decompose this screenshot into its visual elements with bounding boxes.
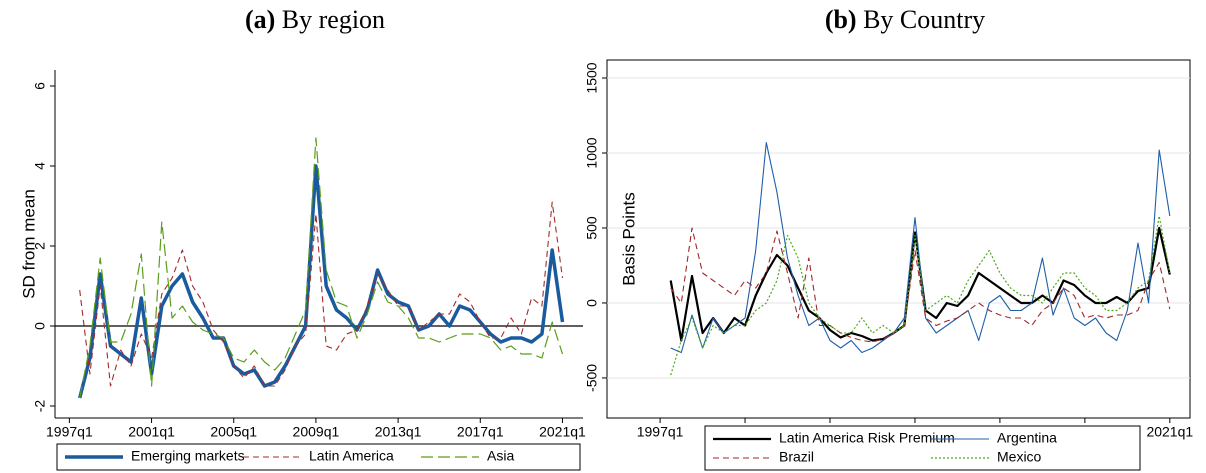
legend-box: [56, 443, 581, 471]
legend-label: Latin America: [309, 448, 394, 464]
y-tick-label: 1000: [584, 137, 600, 168]
x-tick-label: 2001q1: [128, 424, 175, 440]
y-tick-label: 1500: [584, 62, 600, 93]
x-tick-label: 2017q1: [457, 424, 504, 440]
panel-title: (b) By Country: [825, 5, 985, 34]
y-tick-label: 2: [32, 242, 48, 250]
panel-title-text: By region: [282, 5, 385, 34]
series-line: [670, 215, 1171, 376]
panel-label: (b): [825, 5, 857, 34]
series-line: [79, 137, 564, 399]
x-tick-label: 2013q1: [375, 424, 422, 440]
y-tick-label: -500: [584, 364, 600, 392]
panel-title: (a) By region: [245, 5, 385, 34]
legend-box: [704, 425, 1141, 471]
panel-label: (a): [245, 5, 275, 34]
x-tick-label: 2021q1: [539, 424, 586, 440]
legend-label: Emerging markets: [131, 448, 245, 464]
y-tick-label: -2: [32, 400, 48, 413]
x-tick-label: 1997q1: [637, 424, 684, 440]
panel-title-text: By Country: [863, 5, 985, 34]
y-tick-label: 500: [584, 216, 600, 240]
legend-label: Latin America Risk Premium: [779, 430, 955, 446]
y-tick-label: 0: [584, 299, 600, 307]
legend-label: Brazil: [779, 449, 814, 465]
y-axis-label: SD from mean: [19, 189, 38, 299]
y-tick-label: 6: [32, 82, 48, 90]
series-line: [670, 227, 1171, 343]
x-tick-label: 1997q1: [46, 424, 93, 440]
series-line: [79, 201, 564, 387]
y-tick-label: 0: [32, 322, 48, 330]
legend-label: Asia: [487, 448, 514, 464]
legend-label: Mexico: [997, 449, 1042, 465]
plot-frame: [606, 59, 1191, 419]
x-tick-label: 2009q1: [293, 424, 340, 440]
y-tick-label: 4: [32, 162, 48, 170]
y-axis-label: Basis Points: [619, 192, 638, 286]
x-tick-label: 2005q1: [210, 424, 257, 440]
x-tick-label: 2021q1: [1146, 424, 1193, 440]
legend-label: Argentina: [997, 430, 1057, 446]
series-line: [670, 141, 1171, 354]
